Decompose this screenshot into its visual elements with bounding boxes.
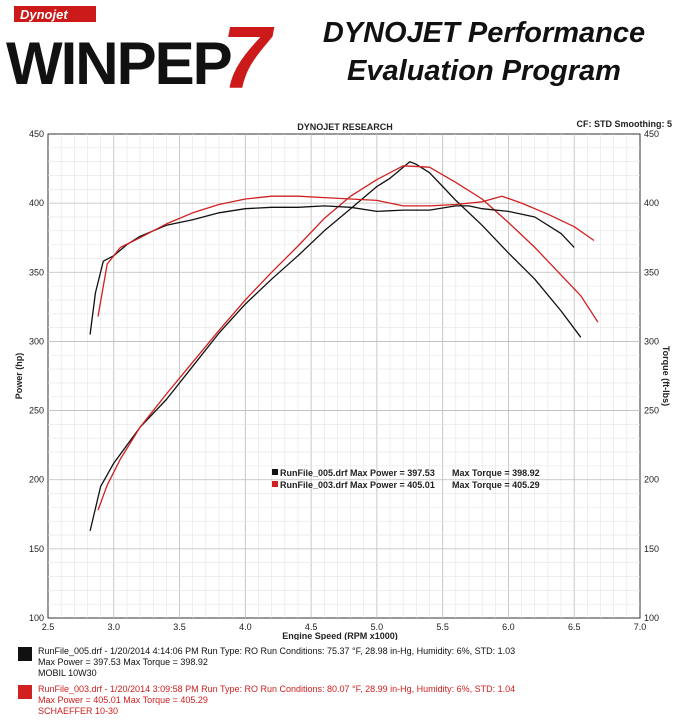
- y-tick-label-right: 150: [644, 544, 659, 554]
- chart-corner-note: CF: STD Smoothing: 5: [577, 119, 673, 129]
- legend-swatch-run005: [272, 469, 278, 475]
- x-tick-label: 4.5: [305, 622, 318, 632]
- y-axis-label-left: Power (hp): [14, 353, 24, 400]
- y-tick-label-left: 450: [29, 129, 44, 139]
- logo-brand-small: Dynojet: [20, 7, 68, 22]
- y-tick-label-left: 200: [29, 475, 44, 485]
- run-003-line2: Max Power = 405.01 Max Torque = 405.29: [38, 695, 208, 705]
- x-tick-label: 2.5: [42, 622, 55, 632]
- x-tick-label: 5.5: [436, 622, 449, 632]
- header-title-line2: Evaluation Program: [347, 55, 621, 87]
- y-tick-label-left: 100: [29, 613, 44, 623]
- logo-brand-big: WINPEP: [6, 30, 231, 97]
- run-003-line3: SCHAEFFER 10-30: [38, 706, 119, 716]
- series-line-3: [97, 195, 595, 317]
- winpep-logo: Dynojet WINPEP 7: [6, 6, 275, 107]
- dyno-chart: Dynojet WINPEP 7 DYNOJET Performance Eva…: [6, 6, 673, 640]
- y-tick-label-left: 250: [29, 406, 44, 416]
- series-line-1: [97, 165, 599, 511]
- run-003-line1: RunFile_003.drf - 1/20/2014 3:09:58 PM R…: [38, 684, 516, 694]
- y-tick-label-right: 250: [644, 406, 659, 416]
- y-axis-label-right: Torque (ft-lbs): [661, 346, 671, 406]
- legend-label-run005: RunFile_005.drf Max Power = 397.53: [280, 468, 435, 478]
- y-tick-label-left: 350: [29, 267, 44, 277]
- grid: [48, 134, 640, 618]
- run-003-swatch: [18, 685, 32, 699]
- x-tick-label: 6.5: [568, 622, 581, 632]
- series-line-0: [89, 161, 582, 532]
- legend-torque-run003: Max Torque = 405.29: [452, 480, 540, 490]
- run-005-swatch: [18, 647, 32, 661]
- y-tick-label-right: 350: [644, 267, 659, 277]
- x-tick-label: 7.0: [634, 622, 647, 632]
- run-005-line3: MOBIL 10W30: [38, 668, 97, 678]
- logo-badge: [14, 6, 96, 22]
- y-tick-label-right: 100: [644, 613, 659, 623]
- logo-number: 7: [222, 8, 275, 107]
- x-tick-label: 6.0: [502, 622, 515, 632]
- series-line-2: [89, 205, 575, 335]
- x-tick-label: 4.0: [239, 622, 252, 632]
- run-005-line1: RunFile_005.drf - 1/20/2014 4:14:06 PM R…: [38, 646, 516, 656]
- y-tick-label-right: 300: [644, 336, 659, 346]
- header-title-line1: DYNOJET Performance: [323, 17, 645, 49]
- run-details: RunFile_005.drf - 1/20/2014 4:14:06 PM R…: [0, 640, 686, 720]
- plot-area: [47, 133, 641, 619]
- x-tick-label: 3.0: [108, 622, 121, 632]
- y-tick-label-left: 400: [29, 198, 44, 208]
- legend-swatch-run003: [272, 481, 278, 487]
- legend: RunFile_005.drf Max Power = 397.53 Max T…: [272, 468, 540, 490]
- y-tick-label-right: 450: [644, 129, 659, 139]
- y-tick-label-right: 400: [644, 198, 659, 208]
- legend-torque-run005: Max Torque = 398.92: [452, 468, 540, 478]
- x-tick-label: 3.5: [173, 622, 186, 632]
- x-axis-label: Engine Speed (RPM x1000): [282, 631, 398, 640]
- y-tick-label-left: 300: [29, 336, 44, 346]
- y-tick-label-right: 200: [644, 475, 659, 485]
- legend-label-run003: RunFile_003.drf Max Power = 405.01: [280, 480, 435, 490]
- y-tick-label-left: 150: [29, 544, 44, 554]
- run-005-line2: Max Power = 397.53 Max Torque = 398.92: [38, 657, 208, 667]
- x-tick-label: 5.0: [371, 622, 384, 632]
- series-lines: [89, 161, 599, 532]
- chart-title: DYNOJET RESEARCH: [297, 122, 393, 132]
